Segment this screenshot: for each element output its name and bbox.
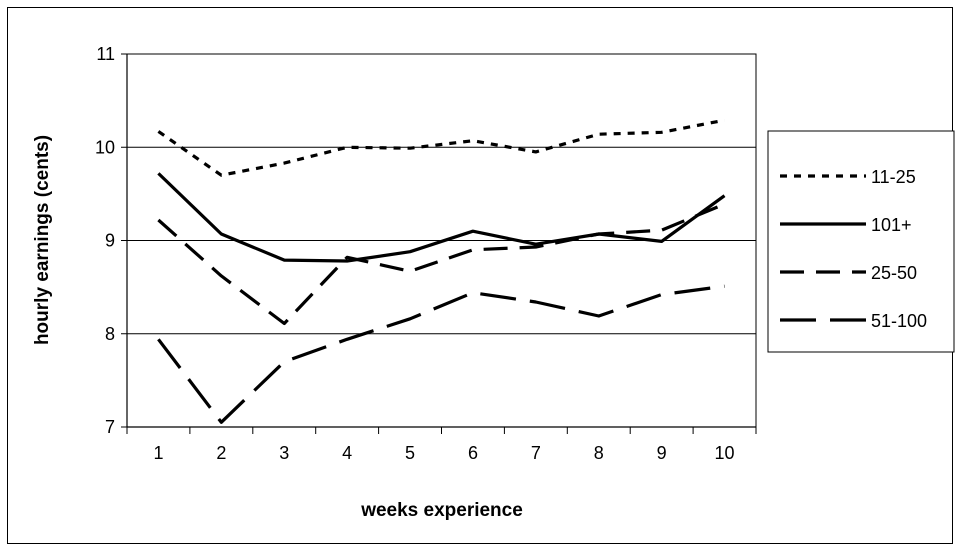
legend-box	[767, 130, 955, 353]
x-tick-label: 2	[216, 443, 226, 463]
y-axis-title: hourly earnings (cents)	[32, 135, 53, 345]
series-line-11-25	[157, 118, 725, 177]
y-tick-label: 8	[105, 324, 115, 344]
legend: 11-25 101+ 25-50 51-100	[767, 130, 955, 353]
axes	[121, 53, 757, 434]
legend-label-101+: 101+	[871, 215, 912, 235]
x-tick-label: 3	[279, 443, 289, 463]
x-axis-title: weeks experience	[360, 500, 523, 521]
x-tick-label: 5	[405, 443, 415, 463]
y-tick-label: 10	[95, 137, 115, 157]
x-tick-label: 7	[531, 443, 541, 463]
legend-label-25-50: 25-50	[871, 263, 917, 283]
x-tick-label: 6	[468, 443, 478, 463]
y-tick-label: 9	[105, 231, 115, 251]
x-tick-label: 8	[594, 443, 604, 463]
series-line-25-50	[157, 202, 726, 326]
legend-label-51-100: 51-100	[871, 311, 927, 331]
series-line-101+	[157, 172, 726, 263]
x-tick-label: 1	[153, 443, 163, 463]
y-tick-label: 11	[96, 44, 115, 64]
x-tick-label: 9	[657, 443, 667, 463]
series-line-51-100	[157, 284, 725, 424]
y-tick-label: 7	[105, 417, 115, 437]
x-tick-label: 4	[342, 443, 352, 463]
x-tick-label: 10	[715, 443, 735, 463]
series-lines	[157, 118, 726, 424]
legend-label-11-25: 11-25	[871, 167, 916, 187]
